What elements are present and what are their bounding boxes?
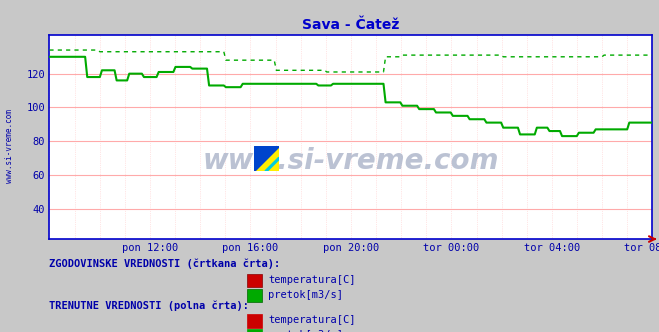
Polygon shape <box>254 146 279 171</box>
Title: Sava - Čatež: Sava - Čatež <box>302 18 399 32</box>
Text: TRENUTNE VREDNOSTI (polna črta):: TRENUTNE VREDNOSTI (polna črta): <box>49 301 249 311</box>
Text: temperatura[C]: temperatura[C] <box>268 275 356 285</box>
Polygon shape <box>254 146 279 171</box>
Text: ZGODOVINSKE VREDNOSTI (črtkana črta):: ZGODOVINSKE VREDNOSTI (črtkana črta): <box>49 259 281 269</box>
Text: pretok[m3/s]: pretok[m3/s] <box>268 330 343 332</box>
Text: pretok[m3/s]: pretok[m3/s] <box>268 290 343 300</box>
Text: www.si-vreme.com: www.si-vreme.com <box>5 109 14 183</box>
Text: www.si-vreme.com: www.si-vreme.com <box>203 147 499 175</box>
Polygon shape <box>265 157 279 171</box>
Text: temperatura[C]: temperatura[C] <box>268 315 356 325</box>
